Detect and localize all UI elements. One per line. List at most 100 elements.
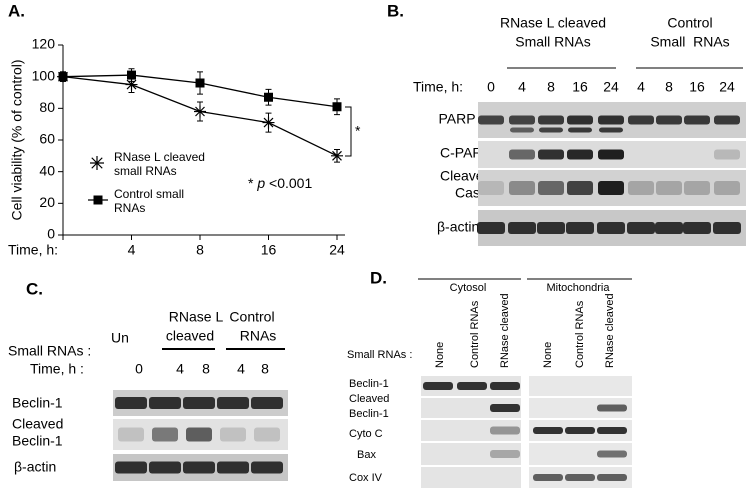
row-label: Cyto C [349, 428, 383, 440]
panel-label: C. [26, 279, 43, 298]
blot-group [421, 420, 521, 441]
blot-band [683, 222, 711, 234]
group-label: Control [667, 15, 712, 31]
lane-label: 4 [237, 361, 245, 377]
blot-band [656, 115, 682, 125]
blot-band [183, 461, 215, 474]
blot-group [421, 398, 521, 418]
blot-band [183, 397, 215, 409]
marker-star [331, 149, 343, 162]
legend-marker [93, 195, 103, 205]
row-label: Beclin-1 [349, 378, 389, 390]
row-label: β-actin [437, 219, 479, 235]
y-tick-label: 120 [32, 36, 56, 52]
blot-band [655, 222, 683, 234]
lane-label: 16 [689, 79, 705, 95]
lane-label: 0 [135, 361, 143, 377]
group-label: Small RNAs [650, 34, 729, 50]
blot-band [538, 149, 564, 160]
blot-band [714, 115, 740, 125]
blot-background [529, 376, 632, 396]
panel-label: B. [387, 1, 404, 20]
y-tick-label: 80 [39, 99, 55, 115]
annotation-p: p [256, 175, 265, 191]
group-label: RNase L cleaved [500, 15, 606, 31]
blot-band [490, 450, 520, 458]
lane-label: 24 [603, 79, 619, 95]
blot-band [149, 461, 181, 474]
blot-band [490, 404, 520, 412]
blot-band [477, 222, 505, 234]
blot-group [529, 443, 632, 465]
blot-background [421, 467, 521, 488]
y-axis-label: Cell viability (% of control) [9, 59, 25, 220]
row-label: β-actin [14, 459, 56, 475]
blot-band [220, 427, 246, 442]
blot-band [568, 127, 592, 133]
marker-square [58, 72, 68, 82]
legend-entry: Control small RNAs [114, 187, 185, 215]
blot-band [599, 127, 623, 133]
blot-band [423, 382, 453, 390]
blot-band [628, 181, 654, 195]
blot-band [597, 222, 625, 234]
blot-band [509, 149, 535, 160]
lane-label: 16 [572, 79, 588, 95]
blot-background [421, 420, 521, 441]
blot-group [113, 454, 288, 481]
lane-label: 4 [176, 361, 184, 377]
marker-star [194, 105, 206, 118]
blot-group [478, 102, 746, 138]
blot-group [529, 467, 632, 488]
lane-label: 4 [637, 79, 645, 95]
fraction-label: Mitochondria [547, 282, 611, 294]
marker-square [332, 102, 342, 112]
blot-band [566, 222, 594, 234]
lane-label: 8 [261, 361, 269, 377]
row-label: Bax [357, 449, 376, 461]
blot-group [421, 376, 521, 396]
marker-square [127, 70, 136, 80]
blot-band [539, 127, 563, 133]
time-label: Time, h : [30, 361, 84, 377]
blot-band [598, 149, 624, 160]
blot-band [533, 474, 563, 481]
blot-band [217, 461, 249, 474]
blot-band [251, 461, 283, 474]
lane-label: 24 [719, 79, 735, 95]
blot-band [565, 474, 595, 481]
blot-band [714, 181, 740, 195]
blot-band [567, 149, 593, 160]
blot-band [478, 181, 504, 195]
blot-band [251, 397, 283, 409]
lane-label: 8 [665, 79, 673, 95]
blot-band [490, 426, 520, 435]
blot-band [509, 181, 535, 195]
significance-bracket [345, 106, 352, 157]
column-label: RNase cleaved [499, 293, 511, 368]
blot-band [533, 427, 563, 434]
column-label: Control RNAs [469, 300, 481, 368]
time-label: Time, h: [413, 79, 463, 95]
annotation-value: <0.001 [269, 175, 312, 191]
blot-band [597, 427, 627, 434]
blot-band [149, 397, 181, 409]
lane-label: 0 [487, 79, 495, 95]
group-label: Control [229, 309, 274, 325]
lane-label: 8 [547, 79, 555, 95]
small-rnas-label: Small RNAs : [8, 343, 91, 359]
legend-marker [90, 156, 104, 170]
blot-band [115, 397, 147, 409]
row-label: Beclin-1 [12, 433, 63, 449]
lane-label: 4 [518, 79, 526, 95]
legend-entry: RNase L cleaved small RNAs [114, 150, 205, 178]
blot-band [598, 115, 624, 125]
panel-label: D. [370, 268, 387, 287]
blot-group [529, 376, 632, 396]
x-tick-label: 24 [329, 242, 345, 258]
row-label: Cleaved [12, 416, 63, 432]
row-label: Cox IV [349, 472, 383, 484]
blot-band [509, 115, 535, 125]
blot-band [597, 450, 627, 458]
blot-group [421, 467, 521, 488]
